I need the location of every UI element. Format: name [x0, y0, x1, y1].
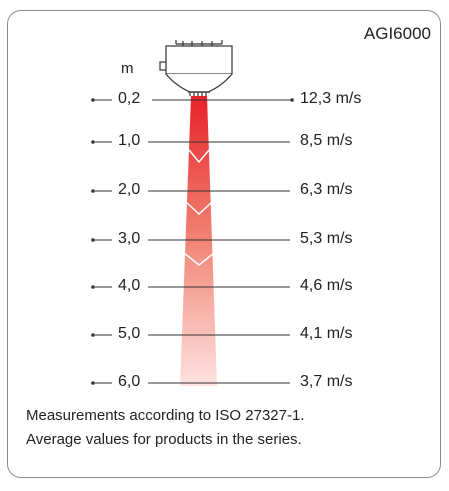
beam-chevron — [185, 201, 213, 216]
row-left-dot — [91, 381, 95, 385]
footnote-line-1: Measurements according to ISO 27327-1. — [26, 407, 305, 424]
row-left-dot — [91, 333, 95, 337]
row-speed-label: 6,3 m/s — [300, 181, 353, 198]
row-distance-label: 2,0 — [118, 181, 141, 198]
beam-chevron — [183, 252, 215, 266]
row-distance-label: 1,0 — [118, 132, 141, 149]
row-distance-label: 3,0 — [118, 230, 141, 247]
row-left-dot — [91, 98, 95, 102]
air-beam — [180, 96, 217, 386]
row-speed-label: 8,5 m/s — [300, 132, 353, 149]
row-left-dot — [91, 238, 95, 242]
row-speed-label: 5,3 m/s — [300, 230, 353, 247]
row-distance-label: 4,0 — [118, 277, 141, 294]
row-distance-label: 6,0 — [118, 373, 141, 390]
info-card — [7, 10, 441, 478]
model-label: AGI6000 — [363, 24, 431, 43]
row-distance-label: 0,2 — [118, 90, 141, 107]
row-left-dot — [91, 140, 95, 144]
row-speed-label: 3,7 m/s — [300, 373, 353, 390]
air-throw-diagram — [91, 40, 294, 386]
row-distance-label: 5,0 — [118, 325, 141, 342]
row-right-dot — [290, 98, 294, 102]
distance-unit-label: m — [121, 60, 134, 77]
row-speed-label: 12,3 m/s — [300, 90, 362, 107]
row-speed-label: 4,6 m/s — [300, 277, 353, 294]
unit-icon — [159, 40, 233, 96]
row-left-dot — [91, 285, 95, 289]
row-speed-label: 4,1 m/s — [300, 325, 353, 342]
footnote-line-2: Average values for products in the serie… — [26, 431, 302, 448]
beam-chevron — [188, 149, 210, 164]
row-left-dot — [91, 189, 95, 193]
